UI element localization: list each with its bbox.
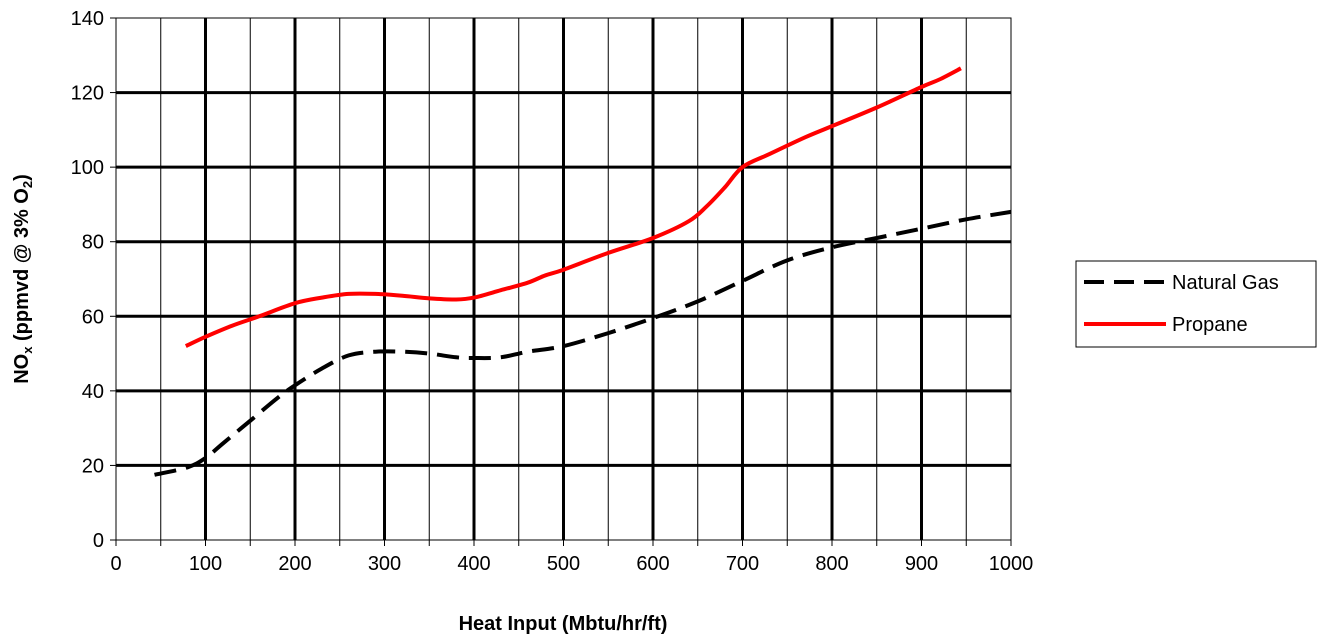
y-tick-label: 140	[71, 8, 104, 30]
x-tick-label: 400	[457, 553, 490, 575]
y-tick-label: 0	[93, 530, 104, 552]
x-tick-label: 600	[636, 553, 669, 575]
x-tick-label: 900	[905, 553, 938, 575]
y-tick-label: 60	[82, 306, 104, 328]
y-tick-label: 100	[71, 157, 104, 179]
legend-label-propane: Propane	[1172, 314, 1248, 336]
x-tick-label: 800	[815, 553, 848, 575]
y-tick-label: 40	[82, 381, 104, 403]
grid	[116, 18, 1012, 540]
series	[154, 66, 1012, 477]
x-tick-label: 0	[110, 553, 121, 575]
x-tick-label: 100	[189, 553, 222, 575]
x-axis-title: Heat Input (Mbtu/hr/ft)	[459, 613, 668, 635]
x-axis-ticks: 0 100 200 300 400 500 600 700 800 900 1000	[110, 540, 1033, 575]
x-tick-label: 1000	[989, 553, 1034, 575]
y-tick-label: 80	[82, 232, 104, 254]
y-tick-label: 120	[71, 83, 104, 105]
y-axis-title: NOx (ppmvd @ 3% O2)	[11, 174, 35, 384]
y-tick-label: 20	[82, 455, 104, 477]
series-line-propane	[184, 66, 962, 348]
x-tick-label: 200	[278, 553, 311, 575]
y-axis-ticks: 0 20 40 60 80 100 120 140	[71, 8, 116, 552]
legend-label-natural-gas: Natural Gas	[1172, 272, 1279, 294]
legend-box	[1075, 260, 1317, 348]
x-tick-label: 300	[368, 553, 401, 575]
legend: Natural Gas Propane	[1075, 260, 1317, 348]
x-tick-label: 700	[726, 553, 759, 575]
x-tick-label: 500	[547, 553, 580, 575]
series-line-natural-gas	[154, 209, 1012, 477]
